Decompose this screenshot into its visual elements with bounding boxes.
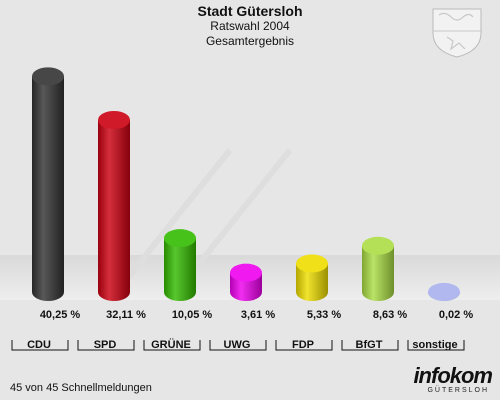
value-label-uwg: 3,61 % bbox=[241, 309, 275, 321]
value-label-spd: 32,11 % bbox=[106, 309, 146, 321]
report-status: 45 von 45 Schnellmeldungen bbox=[10, 382, 152, 394]
category-label-sonstige: sonstige bbox=[412, 339, 457, 351]
value-label-cdu: 40,25 % bbox=[40, 309, 81, 321]
category-bracket bbox=[77, 340, 135, 351]
coat-of-arms-icon bbox=[432, 8, 482, 58]
chart-subtitle-election: Ratswahl 2004 bbox=[210, 19, 290, 33]
bar-spd bbox=[98, 110, 130, 301]
bar-bfgt bbox=[362, 236, 394, 301]
bar-cdu bbox=[32, 67, 64, 301]
category-bracket bbox=[407, 340, 465, 351]
category-bracket bbox=[275, 340, 333, 351]
category-label-spd: SPD bbox=[94, 339, 117, 351]
bar-fdp bbox=[296, 254, 328, 301]
category-bracket bbox=[143, 340, 201, 351]
category-label-uwg: UWG bbox=[224, 339, 251, 351]
category-label-cdu: CDU bbox=[27, 339, 51, 351]
value-label-sonstige: 0,02 % bbox=[439, 309, 473, 321]
value-label-grüne: 10,05 % bbox=[172, 309, 213, 321]
category-label-bfgt: BfGT bbox=[356, 339, 383, 351]
category-label-grüne: GRÜNE bbox=[151, 338, 191, 351]
chart-title: Stadt Gütersloh bbox=[197, 3, 303, 19]
category-bracket bbox=[209, 340, 267, 351]
category-label-fdp: FDP bbox=[292, 339, 314, 351]
value-label-bfgt: 8,63 % bbox=[373, 309, 407, 321]
infokom-logo-subtitle: GÜTERSLOH bbox=[427, 387, 489, 394]
bar-grüne bbox=[164, 229, 196, 301]
category-bracket bbox=[341, 340, 399, 351]
category-bracket bbox=[11, 340, 69, 351]
chart-subtitle-result: Gesamtergebnis bbox=[205, 34, 295, 48]
bar-sonstige bbox=[428, 282, 460, 301]
infokom-logo: infokom bbox=[413, 363, 493, 388]
value-label-fdp: 5,33 % bbox=[307, 309, 341, 321]
bar-uwg bbox=[230, 263, 262, 301]
